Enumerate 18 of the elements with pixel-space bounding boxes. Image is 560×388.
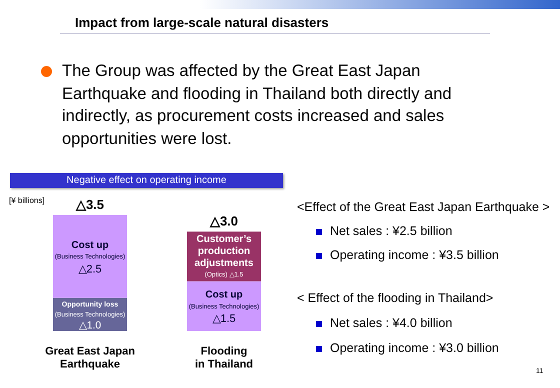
total-label: △3.5 <box>74 197 104 212</box>
x-tick-label: Flooding in Thailand <box>194 346 254 371</box>
text: Negative effect on operating income <box>10 173 283 188</box>
chart-subtitle: The Group was affected by the Great East Japan Earthquake and flooding in Thailand both directly and indirectly, as procurement costs increased and sales opportunities were lost. <box>62 61 453 150</box>
text: Operating income : ¥3.5 billion <box>330 248 499 262</box>
chart-title: Impact from large-scale natural disasters <box>75 15 329 30</box>
data-label: Opportunity loss (Business Technologies) △1.0 <box>54 300 126 332</box>
text: Operating income : ¥3.0 billion <box>330 341 499 355</box>
data-label: Cost up (Business Technologies) △1.5 <box>188 290 260 325</box>
y-axis-title: [¥ billions] <box>9 196 45 205</box>
text: <Effect of the Great East Japan Earthquake > <box>297 200 550 214</box>
text: Net sales : ¥4.0 billion <box>330 316 452 330</box>
data-label: Cost up (Business Technologies) △2.5 <box>54 240 126 276</box>
x-tick-label: Great East Japan Earthquake <box>45 346 136 371</box>
text: < Effect of the flooding in Thailand> <box>297 291 494 305</box>
data-label: Customer’s production adjustments (Optics) △1.5 <box>194 234 254 279</box>
text: Net sales : ¥2.5 billion <box>330 224 452 238</box>
total-label: △3.0 <box>208 214 238 229</box>
